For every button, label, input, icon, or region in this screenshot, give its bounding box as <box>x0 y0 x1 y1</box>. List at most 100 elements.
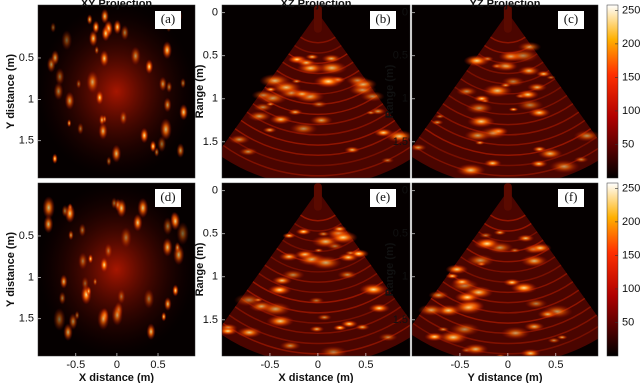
hotspot <box>279 341 301 351</box>
x-tick-label: -0.5 <box>260 359 279 371</box>
hotspot <box>271 276 293 285</box>
hotspot <box>445 273 459 279</box>
hotspot <box>92 20 100 34</box>
y-tick-label: 0 <box>402 7 408 19</box>
y-tick-label: 0.5 <box>393 50 408 62</box>
hotspot <box>100 257 109 273</box>
hotspot <box>176 221 189 246</box>
y-tick-label: 0 <box>212 185 218 197</box>
y-tick-label: 0.5 <box>203 50 218 62</box>
hotspot <box>309 255 342 270</box>
hotspot <box>523 322 545 332</box>
hotspot <box>495 354 506 356</box>
hotspot <box>262 126 277 134</box>
hotspot <box>145 59 154 75</box>
y-tick-label: 1.5 <box>203 136 218 148</box>
hotspot <box>113 19 122 35</box>
hotspot <box>527 107 551 118</box>
colorbar-tick-label: 100 <box>622 105 640 117</box>
hotspot <box>464 129 492 142</box>
arc <box>484 222 532 232</box>
colorbar-tick-label: 250 <box>622 4 640 16</box>
hotspot <box>162 217 173 236</box>
x-tick-label: -0.5 <box>450 359 469 371</box>
hotspot <box>87 253 94 264</box>
hotspot <box>58 291 66 305</box>
panel: (c) YZ Projection 0 0.5 1 1.5 Range (m) 50 100 15… <box>384 0 640 179</box>
hotspot <box>140 127 149 144</box>
hotspot <box>473 95 491 103</box>
hotspot <box>417 304 445 316</box>
colorbar-tick-label: 100 <box>622 283 640 295</box>
panel-title: XZ Projection <box>281 0 352 10</box>
hotspot <box>316 314 332 321</box>
panel-label: (b) <box>375 11 390 26</box>
hotspot <box>50 22 56 33</box>
arc <box>264 264 372 283</box>
hotspot <box>380 157 395 164</box>
panel-label: (e) <box>376 189 390 204</box>
hotspot <box>97 307 110 331</box>
hotspot <box>104 243 113 259</box>
panel: (f) 0 0.5 1 1.5 -0.5 0 0.5 Range (m) Y distance (… <box>384 182 640 383</box>
streak <box>313 183 322 211</box>
hotspot <box>52 153 58 164</box>
hotspot <box>98 122 108 140</box>
hotspot <box>328 231 358 244</box>
y-tick-label: 1 <box>212 271 218 283</box>
hotspot <box>66 119 72 128</box>
y-tick-label: 0 <box>402 185 408 197</box>
hotspot <box>454 291 481 303</box>
hotspot <box>290 89 314 99</box>
hotspot <box>345 75 369 86</box>
hotspot <box>530 159 548 168</box>
hotspot <box>528 243 552 253</box>
hotspot <box>86 14 93 25</box>
frame <box>221 4 411 179</box>
hotspot <box>42 196 55 220</box>
arc <box>424 128 592 157</box>
image <box>222 183 410 356</box>
hotspot <box>78 223 86 237</box>
frame <box>411 182 599 357</box>
hotspot <box>117 288 126 305</box>
streak <box>503 183 512 211</box>
arc <box>234 128 402 157</box>
hotspot <box>537 148 563 160</box>
hotspot <box>99 50 109 68</box>
hotspot <box>445 264 469 275</box>
hotspot <box>174 241 181 254</box>
hotspot <box>267 284 292 296</box>
hotspot <box>456 163 486 177</box>
hotspot <box>547 337 561 344</box>
hotspot <box>88 30 98 47</box>
hotspot <box>170 212 181 231</box>
y-tick-label: 0 <box>212 7 218 19</box>
hotspot <box>116 198 127 218</box>
hotspot <box>111 197 118 209</box>
hotspot <box>259 302 292 316</box>
panel: (d)0.511.5-0.5 0 0.5Y distance (m)X distan… <box>5 182 196 383</box>
hotspot <box>508 107 519 112</box>
hotspot <box>43 215 54 234</box>
colorbar <box>606 4 619 179</box>
y-tick-label: 1.5 <box>393 136 408 148</box>
hotspot <box>222 326 238 336</box>
colorbar <box>606 182 619 357</box>
y-tick-label: 1 <box>28 271 34 283</box>
hotspot <box>296 58 316 67</box>
arc <box>418 136 598 167</box>
y-tick-label: 1 <box>402 93 408 105</box>
hotspot <box>317 231 330 237</box>
hotspot <box>331 225 348 233</box>
hotspot <box>355 323 370 331</box>
panel-label: (c) <box>564 11 578 26</box>
hotspot <box>68 313 78 330</box>
hotspot <box>507 48 539 63</box>
hotspot <box>176 143 185 159</box>
colorbar-tick-label: 250 <box>622 182 640 194</box>
hotspot <box>520 348 541 356</box>
hotspot <box>321 54 342 63</box>
panel-label: (f) <box>565 189 578 204</box>
hotspot <box>61 30 73 51</box>
